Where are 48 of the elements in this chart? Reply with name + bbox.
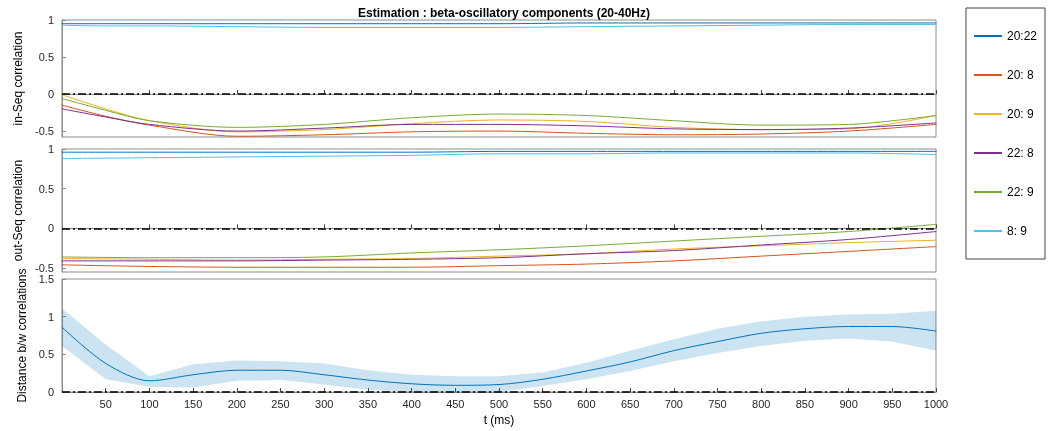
y-tick-label: 1 [47, 14, 54, 26]
y-tick-label: 1.5 [38, 273, 54, 285]
line-series [61, 246, 937, 268]
x-tick-label: 200 [227, 397, 246, 410]
x-tick-label: 450 [446, 397, 465, 410]
x-tick-label: 900 [839, 397, 858, 410]
y-axis-title: Distance b/w correlations [14, 268, 29, 403]
y-tick-label: 0.5 [38, 182, 54, 195]
x-tick-label: 550 [533, 397, 552, 410]
y-tick-label: -0.5 [35, 262, 54, 275]
x-tick-label: 750 [708, 397, 727, 410]
line-series [61, 231, 937, 262]
legend-label: 20: 8 [1006, 68, 1034, 82]
x-tick-label: 950 [883, 397, 902, 410]
x-tick-label: 1000 [923, 397, 949, 410]
x-tick-label: 300 [315, 397, 334, 410]
legend-label: 22: 8 [1006, 146, 1034, 160]
y-tick-label: 0.5 [38, 51, 54, 64]
x-tick-label: 400 [402, 397, 421, 410]
x-tick-label: 250 [271, 397, 290, 410]
x-tick-label: 50 [99, 397, 112, 410]
x-tick-label: 850 [795, 397, 815, 410]
chart-title: Estimation : beta-oscillatory components (20-40Hz) [357, 6, 651, 20]
y-tick-label: 1 [47, 310, 54, 323]
x-tick-label: 800 [752, 397, 771, 410]
y-tick-label: 0.5 [38, 348, 54, 361]
y-tick-label: 0 [47, 222, 54, 235]
y-tick-label: 1 [47, 143, 54, 155]
x-tick-label: 100 [140, 397, 159, 410]
x-axis-title: t (ms) [483, 413, 515, 427]
legend-label: 20: 9 [1006, 107, 1034, 121]
y-tick-label: 0 [47, 386, 54, 399]
y-axis-title: out-Seq correlation [11, 159, 26, 262]
line-series [61, 239, 937, 261]
line-series [61, 223, 937, 259]
x-tick-label: 700 [664, 397, 683, 410]
line-series [61, 326, 937, 386]
legend-label: 20:22 [1006, 29, 1038, 43]
x-tick-label: 150 [183, 397, 203, 410]
x-tick-label: 350 [358, 397, 378, 410]
x-tick-label: 650 [620, 397, 640, 410]
x-tick-label: 500 [489, 397, 509, 410]
legend-label: 8: 9 [1006, 224, 1028, 238]
y-tick-label: -0.5 [35, 125, 54, 138]
y-tick-label: 0 [47, 88, 54, 101]
x-tick-label: 600 [577, 397, 596, 410]
legend-label: 22: 9 [1006, 185, 1034, 199]
y-axis-title: in-Seq correlation [11, 31, 26, 126]
